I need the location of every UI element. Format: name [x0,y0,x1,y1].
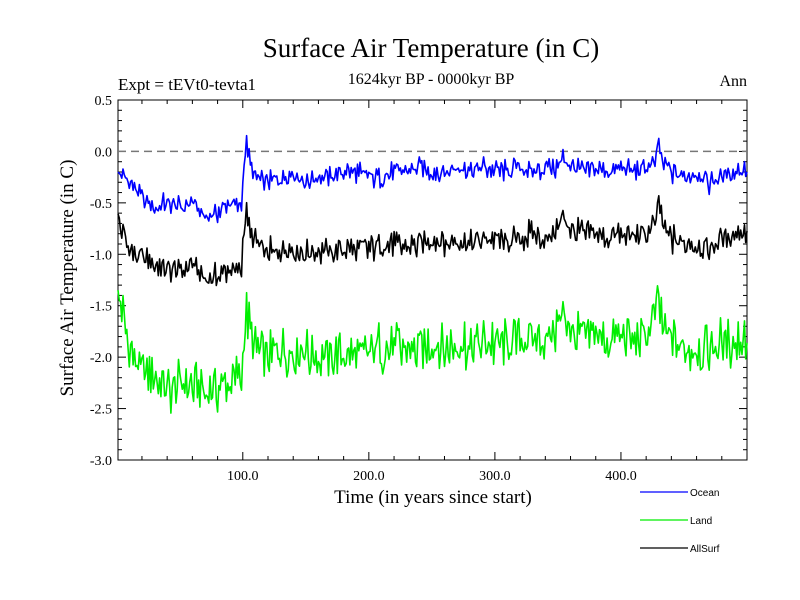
legend-label-allsurf: AllSurf [690,544,720,555]
y-tick-label: -2.5 [90,403,112,418]
x-tick-label: 400.0 [605,469,637,484]
series-line-land [117,284,748,414]
series-line-allsurf [117,195,748,287]
legend-label-land: Land [690,516,712,527]
y-tick-label: -1.5 [90,300,112,315]
plot-area: 100.0 200.0 300.0 400.0 0.5 0.0 -0.5 -1.0 -1.5 -2… [90,94,748,484]
y-tick-label: -3.0 [90,454,112,469]
plot-frame [117,99,748,461]
experiment-label: Expt = tEVt0-tevta1 [118,75,256,94]
season-label: Ann [719,73,747,90]
y-tick-label: 0.0 [95,145,113,160]
legend-label-ocean: Ocean [690,488,719,499]
x-axis-label: Time (in years since start) [334,487,532,508]
x-tick-label: 100.0 [227,469,259,484]
legend: Ocean Land AllSurf [640,488,720,555]
x-tick-label: 300.0 [479,469,511,484]
y-tick-label: -0.5 [90,197,112,212]
series-line-ocean [117,134,748,224]
y-tick-label: -2.0 [90,351,112,366]
chart-title: Surface Air Temperature (in C) [263,33,600,63]
chart-subtitle: 1624kyr BP - 0000kyr BP [348,71,515,88]
y-tick-label: -1.0 [90,248,112,263]
y-axis-label: Surface Air Temperature (in C) [57,160,78,397]
x-tick-label: 200.0 [353,469,385,484]
y-tick-label: 0.5 [95,94,113,109]
